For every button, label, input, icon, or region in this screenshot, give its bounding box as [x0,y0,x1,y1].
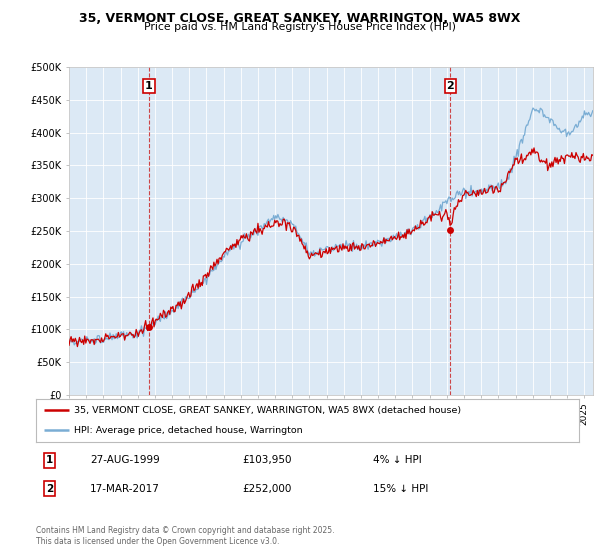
Text: 17-MAR-2017: 17-MAR-2017 [91,484,160,494]
Text: 15% ↓ HPI: 15% ↓ HPI [373,484,428,494]
Text: £103,950: £103,950 [242,455,292,465]
Text: Contains HM Land Registry data © Crown copyright and database right 2025.
This d: Contains HM Land Registry data © Crown c… [36,526,335,546]
Text: 1: 1 [46,455,53,465]
Text: 1: 1 [145,81,153,91]
Text: 35, VERMONT CLOSE, GREAT SANKEY, WARRINGTON, WA5 8WX: 35, VERMONT CLOSE, GREAT SANKEY, WARRING… [79,12,521,25]
Text: 4% ↓ HPI: 4% ↓ HPI [373,455,421,465]
Text: HPI: Average price, detached house, Warrington: HPI: Average price, detached house, Warr… [74,426,302,435]
Text: Price paid vs. HM Land Registry's House Price Index (HPI): Price paid vs. HM Land Registry's House … [144,22,456,32]
Text: £252,000: £252,000 [242,484,292,494]
Text: 2: 2 [46,484,53,494]
Text: 2: 2 [446,81,454,91]
Text: 27-AUG-1999: 27-AUG-1999 [91,455,160,465]
Text: 35, VERMONT CLOSE, GREAT SANKEY, WARRINGTON, WA5 8WX (detached house): 35, VERMONT CLOSE, GREAT SANKEY, WARRING… [74,405,461,414]
